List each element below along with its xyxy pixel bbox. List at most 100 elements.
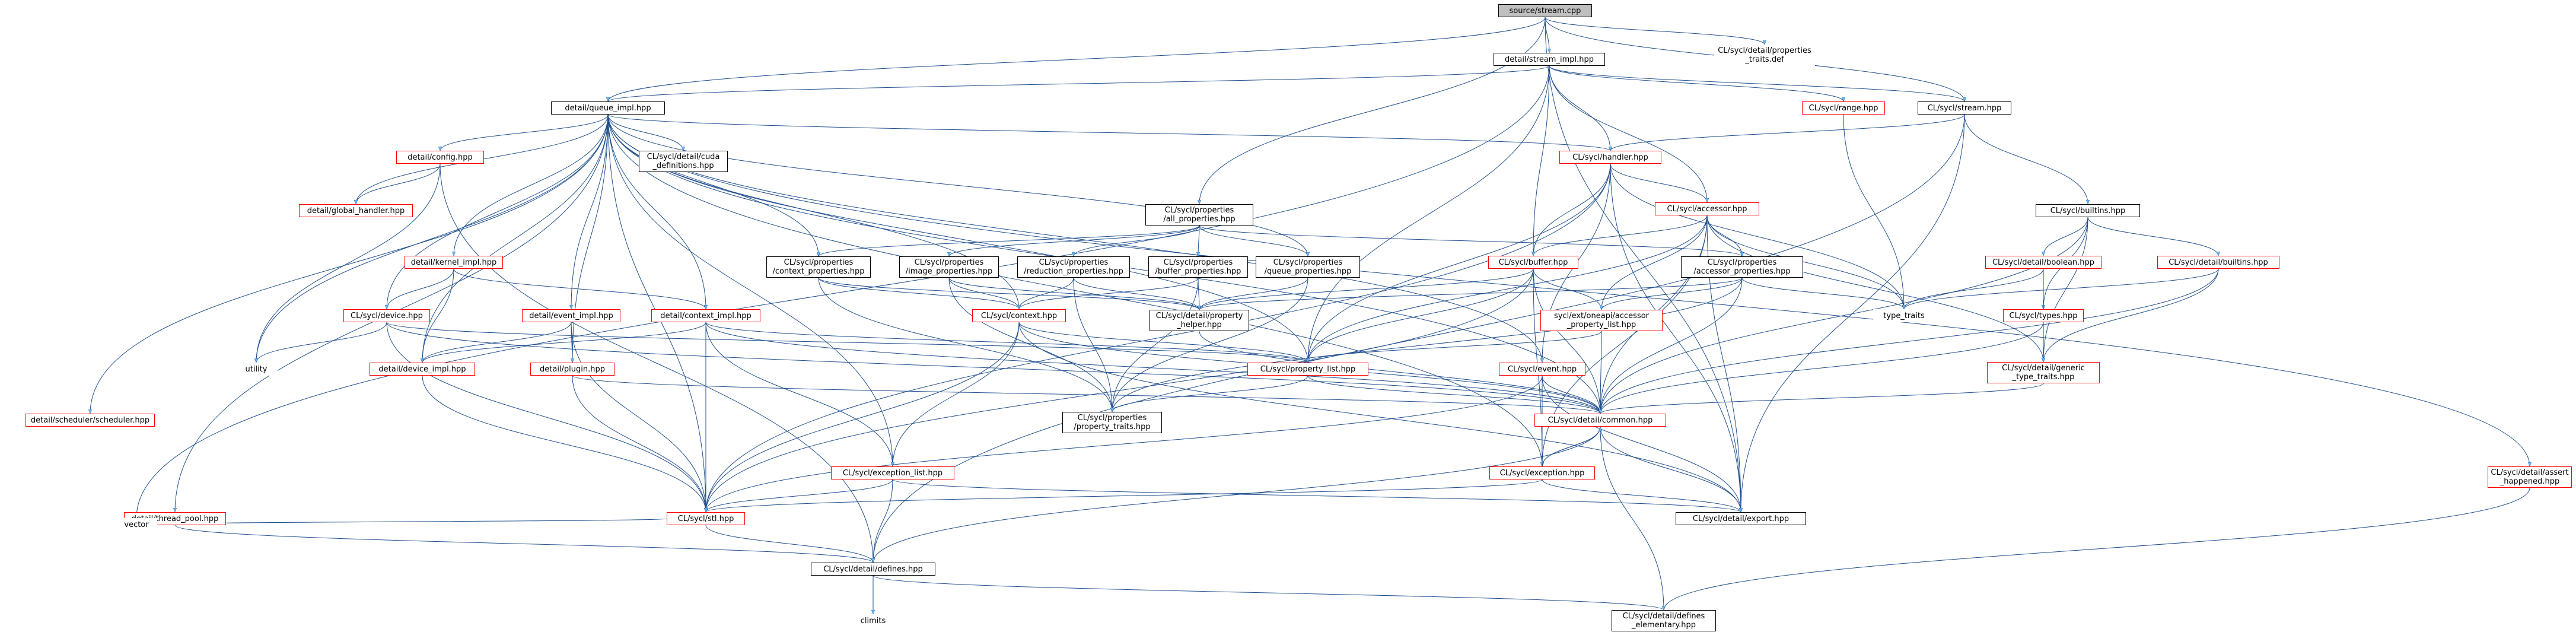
graph-node-n26[interactable]: detail/context_impl.hpp	[651, 309, 760, 322]
graph-edge	[1073, 277, 1112, 412]
graph-edge	[607, 114, 1610, 151]
graph-node-n13[interactable]: detail/kernel_impl.hpp	[405, 256, 503, 269]
graph-node-n9[interactable]: detail/global_handler.hpp	[299, 204, 413, 217]
graph-edge	[706, 322, 1020, 512]
graph-node-n49[interactable]: CL/sycl/detail/defines _elementary.hpp	[1612, 610, 1716, 631]
graph-edge	[1706, 215, 1904, 309]
graph-node-n14[interactable]: CL/sycl/properties /context_properties.h…	[766, 256, 871, 278]
graph-node-label: vector	[124, 520, 149, 529]
graph-node-n5[interactable]: CL/sycl/stream.hpp	[1918, 101, 2011, 115]
graph-edge	[1600, 322, 2044, 414]
graph-edge	[948, 277, 1019, 310]
graph-node-n22[interactable]: CL/sycl/detail/builtins.hpp	[2157, 256, 2279, 269]
graph-node-n7[interactable]: CL/sycl/detail/cuda _definitions.hpp	[639, 151, 728, 172]
graph-node-label: detail/global_handler.hpp	[307, 206, 405, 215]
graph-node-n8[interactable]: CL/sycl/handler.hpp	[1559, 151, 1661, 164]
graph-node-n15[interactable]: CL/sycl/properties /image_properties.hpp	[899, 256, 999, 278]
graph-edge	[1533, 268, 1601, 310]
graph-node-n38[interactable]: CL/sycl/properties /property_traits.hpp	[1062, 412, 1162, 433]
graph-edge	[948, 277, 1112, 412]
graph-node-label: CL/sycl/accessor.hpp	[1667, 204, 1747, 214]
graph-edge	[2043, 217, 2088, 256]
graph-node-n33[interactable]: detail/plugin.hpp	[530, 363, 614, 376]
graph-edge	[1199, 17, 1546, 204]
graph-edge	[1542, 426, 1600, 467]
graph-edge	[607, 114, 893, 466]
graph-edge	[1601, 277, 1743, 310]
graph-node-label: CL/sycl/properties /reduction_properties…	[1024, 258, 1123, 276]
graph-edge	[1199, 277, 1308, 310]
graph-edge	[1112, 375, 1308, 412]
graph-edge	[572, 375, 1600, 414]
graph-node-n27[interactable]: CL/sycl/context.hpp	[972, 309, 1066, 322]
graph-node-n11[interactable]: CL/sycl/accessor.hpp	[1655, 202, 1759, 215]
graph-edge	[1610, 163, 1904, 309]
graph-node-n18[interactable]: CL/sycl/properties /queue_properties.hpp	[1256, 256, 1360, 278]
graph-edge	[136, 65, 1550, 518]
graph-node-n28[interactable]: CL/sycl/detail/property _helper.hpp	[1150, 310, 1249, 331]
graph-node-n34[interactable]: CL/sycl/property_list.hpp	[1247, 363, 1368, 376]
graph-edge	[90, 114, 609, 414]
graph-edge	[1904, 268, 2044, 310]
graph-node-n41[interactable]: CL/sycl/exception.hpp	[1489, 466, 1595, 479]
graph-node-n39[interactable]: CL/sycl/detail/common.hpp	[1534, 414, 1666, 427]
graph-node-n29[interactable]: sycl/ext/oneapi/accessor _property_list.…	[1540, 310, 1663, 331]
graph-edge	[1308, 163, 1611, 363]
graph-node-n30[interactable]: CL/sycl/types.hpp	[2003, 309, 2084, 322]
graph-edge	[1542, 479, 1741, 513]
graph-edge	[1074, 225, 1200, 257]
graph-node-n12[interactable]: CL/sycl/builtins.hpp	[2036, 204, 2140, 217]
graph-node-n45[interactable]: CL/sycl/detail/export.hpp	[1676, 512, 1806, 525]
graph-edge	[1533, 215, 1708, 256]
graph-node-n19[interactable]: CL/sycl/buffer.hpp	[1488, 256, 1578, 269]
graph-edge	[1073, 277, 1199, 310]
graph-node-n25[interactable]: detail/event_impl.hpp	[522, 309, 620, 322]
graph-edge	[1308, 268, 1534, 363]
graph-node-n46: vector	[116, 518, 157, 531]
graph-edge	[422, 114, 609, 363]
graph-edge	[454, 114, 609, 256]
graph-node-n10[interactable]: CL/sycl/properties /all_properties.hpp	[1145, 204, 1253, 226]
graph-node-n6[interactable]: detail/config.hpp	[396, 151, 484, 164]
graph-node-label: detail/stream_impl.hpp	[1505, 55, 1594, 64]
graph-node-label: CL/sycl/handler.hpp	[1572, 153, 1648, 162]
graph-edge	[819, 225, 1200, 257]
graph-node-label: detail/context_impl.hpp	[660, 311, 752, 320]
graph-edge	[1019, 277, 1074, 310]
graph-edge	[607, 114, 1308, 256]
graph-node-n42[interactable]: CL/sycl/detail/assert _happened.hpp	[2488, 466, 2572, 488]
graph-node-n3[interactable]: detail/queue_impl.hpp	[551, 101, 665, 115]
graph-node-n36[interactable]: CL/sycl/detail/generic _type_traits.hpp	[1987, 362, 2100, 383]
graph-edge	[1545, 17, 1765, 45]
graph-node-label: detail/queue_impl.hpp	[565, 103, 651, 113]
graph-node-n17[interactable]: CL/sycl/properties /buffer_properties.hp…	[1148, 256, 1248, 278]
graph-node-n35[interactable]: CL/sycl/event.hpp	[1499, 363, 1585, 376]
graph-edge	[1199, 277, 1743, 310]
graph-node-n37[interactable]: detail/scheduler/scheduler.hpp	[26, 414, 155, 427]
graph-node-label: CL/sycl/detail/properties _traits.def	[1718, 46, 1811, 64]
graph-edge	[1112, 277, 1199, 412]
graph-edge	[440, 114, 609, 151]
graph-node-n1[interactable]: detail/stream_impl.hpp	[1494, 53, 1605, 66]
graph-node-n21[interactable]: CL/sycl/detail/boolean.hpp	[1985, 256, 2101, 269]
graph-node-n32[interactable]: detail/device_impl.hpp	[370, 363, 475, 376]
graph-edge	[1600, 331, 1601, 414]
graph-edge	[892, 479, 1741, 513]
graph-node-label: CL/sycl/exception.hpp	[1499, 468, 1585, 478]
graph-node-label: CL/sycl/buffer.hpp	[1498, 258, 1568, 267]
graph-node-n47[interactable]: CL/sycl/detail/defines.hpp	[811, 563, 935, 576]
graph-node-n44[interactable]: CL/sycl/stl.hpp	[667, 512, 745, 525]
graph-edge	[387, 114, 609, 309]
graph-node-label: CL/sycl/exception_list.hpp	[842, 468, 943, 478]
graph-node-n40[interactable]: CL/sycl/exception_list.hpp	[831, 466, 954, 479]
graph-edge	[422, 375, 706, 512]
graph-node-n4[interactable]: CL/sycl/range.hpp	[1802, 101, 1885, 115]
graph-node-label: CL/sycl/range.hpp	[1808, 103, 1878, 113]
graph-node-label: detail/event_impl.hpp	[529, 311, 613, 320]
graph-edge	[453, 268, 706, 310]
graph-node-n24[interactable]: CL/sycl/device.hpp	[343, 309, 430, 322]
graph-edge	[1112, 277, 1743, 412]
graph-node-n16[interactable]: CL/sycl/properties /reduction_properties…	[1017, 256, 1130, 278]
graph-node-n20[interactable]: CL/sycl/properties /accessor_properties.…	[1681, 256, 1803, 278]
graph-node-n0[interactable]: source/stream.cpp	[1498, 4, 1592, 17]
